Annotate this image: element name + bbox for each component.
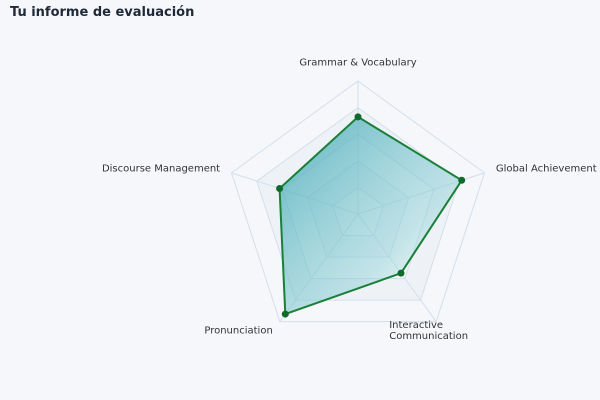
page-title: Tu informe de evaluación	[10, 5, 195, 20]
radar-area	[278, 115, 463, 316]
axis-label: Discourse Management	[101, 163, 221, 175]
data-point	[354, 113, 362, 121]
axis-label: Interactive Communication	[389, 320, 469, 343]
data-point	[276, 185, 284, 193]
data-point	[458, 176, 466, 184]
axis-label: Grammar & Vocabulary	[299, 57, 417, 69]
data-point	[281, 310, 289, 318]
axis-label: Pronunciation	[204, 325, 273, 337]
data-point	[397, 269, 405, 277]
axis-label: Global Achievement	[495, 163, 597, 175]
